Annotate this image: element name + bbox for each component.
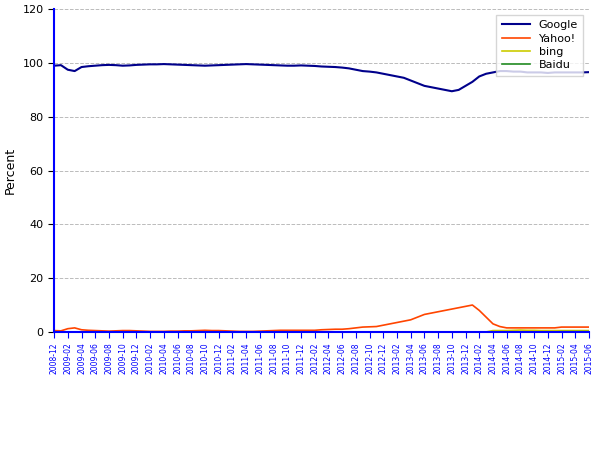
Google [201,63,209,69]
bing [270,329,277,335]
Google [188,62,195,68]
bing [585,328,593,333]
Yahoo! [366,324,373,330]
Line: Yahoo!: Yahoo! [54,305,589,331]
bing [441,329,448,335]
Baidu [50,329,58,335]
Google [50,63,58,69]
Baidu [558,329,565,334]
Yahoo! [469,302,476,308]
bing [517,327,524,333]
bing [195,329,202,335]
Yahoo! [50,328,58,333]
Google [277,63,284,68]
bing [50,329,58,335]
Google [585,70,593,75]
Yahoo! [448,306,456,312]
bing [359,329,366,335]
bing [263,329,270,335]
Google [160,61,168,67]
Yahoo! [585,325,593,330]
Y-axis label: Percent: Percent [4,147,17,194]
Baidu [270,329,277,335]
Baidu [359,329,366,335]
Baidu [441,329,448,335]
Baidu [181,329,188,335]
Yahoo! [270,328,277,333]
Yahoo! [147,329,154,334]
Legend: Google, Yahoo!, bing, Baidu: Google, Yahoo!, bing, Baidu [496,15,584,76]
Yahoo! [277,327,284,333]
Yahoo! [201,327,209,333]
Baidu [585,329,593,334]
Google [270,62,277,68]
Google [455,87,462,93]
bing [181,329,188,335]
Baidu [263,329,270,335]
Line: Google: Google [54,64,589,91]
Baidu [195,329,202,335]
Yahoo! [188,328,195,334]
Google [366,69,373,74]
Line: bing: bing [54,330,589,332]
Google [448,89,456,94]
